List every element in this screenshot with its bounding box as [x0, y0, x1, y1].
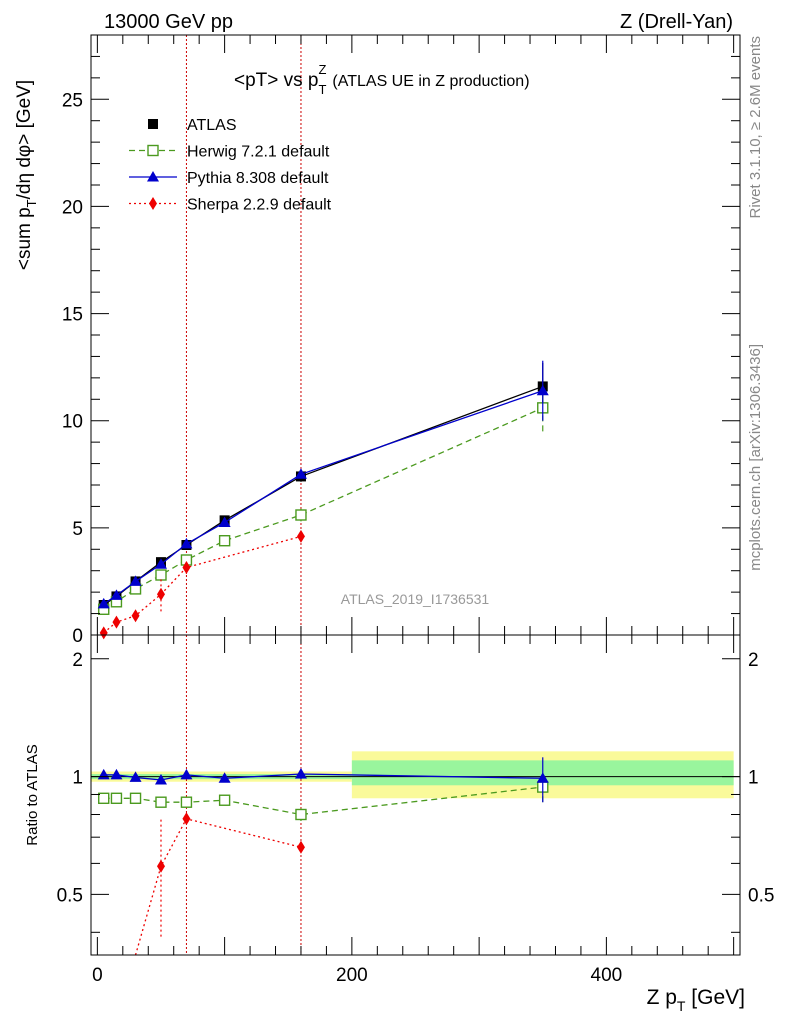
rivet-version-label: Rivet 3.1.10, ≥ 2.6M events	[747, 36, 764, 219]
ratio-data-point	[155, 796, 167, 808]
main-series-2	[97, 360, 549, 609]
process-label: Z (Drell-Yan)	[620, 11, 733, 33]
ratio-y-tick-label-right: 2	[748, 650, 759, 671]
ratio-data-point	[536, 772, 549, 783]
main-data-point	[296, 529, 305, 543]
ratio-panel-frame	[90, 634, 741, 956]
ratio-data-point	[180, 796, 193, 808]
main-data-point	[182, 561, 191, 574]
ratio-y-ticks: 0.5 0.5 1 1 2 2	[57, 650, 774, 933]
y-tick-label: 0	[72, 626, 83, 647]
title-rest: (ATLAS UE in Z production)	[332, 73, 529, 90]
main-data-point	[536, 384, 549, 396]
main-data-point	[155, 569, 167, 581]
main-data-point	[294, 468, 307, 479]
main-y-ticks: 0 5 10 15 20 25	[62, 34, 740, 647]
ratio-data-point	[180, 768, 193, 780]
ratio-data-point	[295, 808, 307, 821]
legend-item: Pythia 8.308 default	[129, 170, 329, 187]
ratio-reference-lines	[185, 635, 302, 955]
main-series-3	[99, 529, 305, 640]
legend: ATLAS Herwig 7.2.1 default Pythia 8.308 de…	[129, 117, 332, 214]
main-series-line	[103, 385, 543, 606]
main-data-point	[97, 597, 110, 609]
y-tick-label: 15	[62, 305, 83, 326]
ratio-x-ticks: 0 200 400	[92, 635, 735, 986]
y-tick-label: 5	[72, 519, 83, 540]
chart-title: <pT> vs pTZ (ATLAS UE in Z production)	[234, 62, 530, 97]
legend-marker	[148, 119, 158, 129]
y-tick-label: 10	[62, 412, 83, 433]
energy-label: 13000 GeV pp	[104, 11, 233, 33]
legend-item: Herwig 7.2.1 default	[129, 144, 330, 161]
main-data-point	[110, 589, 123, 600]
main-data-point	[154, 558, 167, 569]
title-main: <pT> vs p	[234, 70, 319, 91]
main-data-point	[180, 537, 193, 549]
main-data-point	[99, 626, 108, 640]
ratio-series-line	[134, 818, 302, 956]
legend-marker	[149, 197, 157, 210]
ratio-series-group	[97, 757, 549, 956]
ratio-data-point	[98, 792, 110, 804]
ratio-y-tick-label-right: 0.5	[748, 885, 774, 906]
legend-label: Sherpa 2.2.9 default	[187, 197, 332, 214]
ratio-y-axis-label: Ratio to ATLAS	[24, 744, 41, 845]
main-x-ticks	[96, 35, 735, 635]
ratio-series-2	[134, 812, 305, 956]
main-data-point	[131, 609, 140, 623]
ratio-data-point	[129, 792, 142, 804]
title-superscript: Z	[318, 62, 326, 77]
x-axis-label: Z pT [GeV]	[647, 986, 745, 1014]
ratio-data-point	[182, 812, 191, 826]
main-data-point	[218, 516, 231, 527]
ratio-data-point	[294, 768, 307, 779]
main-data-point	[295, 509, 307, 521]
title-subscript: T	[319, 82, 327, 97]
mcplots-label: mcplots.cern.ch [arXiv:1306.3436]	[747, 344, 764, 571]
x-tick-label: 0	[92, 965, 103, 986]
main-panel: 0 5 10 15 20 25 <pT> vs pTZ (ATLAS UE in Z pro…	[14, 34, 741, 647]
ratio-data-point	[156, 859, 165, 873]
legend-item: ATLAS	[148, 117, 237, 134]
main-series-1	[98, 384, 549, 615]
legend-label: Herwig 7.2.1 default	[187, 144, 330, 161]
legend-item: Sherpa 2.2.9 default	[129, 197, 332, 214]
main-data-point	[112, 615, 121, 629]
legend-marker	[147, 171, 159, 182]
ratio-y-tick-label: 1	[72, 768, 83, 789]
y-tick-label: 20	[62, 197, 83, 218]
main-series-line	[103, 407, 544, 610]
ratio-y-tick-label-right: 1	[748, 768, 759, 789]
ratio-y-tick-label: 2	[72, 650, 83, 671]
ratio-data-point	[154, 773, 167, 785]
ratio-data-point	[110, 768, 123, 780]
x-tick-label: 400	[591, 965, 623, 986]
main-data-point	[218, 535, 231, 547]
y-tick-label: 25	[62, 90, 83, 111]
main-y-axis-label: <sum pT/dη dφ> [GeV]	[14, 80, 39, 270]
analysis-watermark: ATLAS_2019_I1736531	[341, 591, 490, 607]
ratio-y-tick-label: 0.5	[57, 885, 83, 906]
legend-label: Pythia 8.308 default	[187, 170, 329, 187]
ratio-data-point	[218, 772, 231, 783]
ratio-data-point	[296, 840, 305, 854]
main-data-point	[129, 575, 142, 586]
ratio-data-point	[129, 771, 142, 782]
main-series-line	[103, 390, 543, 605]
ratio-data-point	[110, 792, 123, 804]
main-series-line	[103, 535, 302, 634]
ratio-panel: 0 200 400 0.5 0.5 1 1 2 2 Ratio to ATLAS Z pT […	[24, 634, 774, 1014]
ratio-data-point	[218, 794, 231, 806]
legend-marker	[147, 144, 159, 157]
main-series-group	[97, 360, 549, 640]
legend-label: ATLAS	[187, 117, 237, 134]
main-data-point	[156, 587, 165, 601]
x-tick-label: 200	[336, 965, 368, 986]
